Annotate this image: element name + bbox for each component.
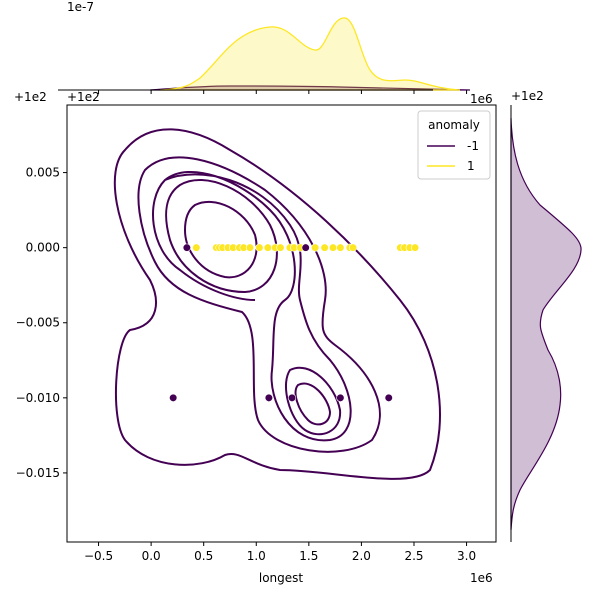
x-tick-label: 3.0 — [457, 549, 476, 563]
point-anomaly--1 — [182, 243, 191, 252]
right-offset-label: +1e2 — [511, 89, 544, 103]
x-tick-label: 1.0 — [247, 549, 266, 563]
point-anomaly--1 — [169, 393, 178, 402]
main-axes: −0.5 0.0 0.5 1.0 1.5 2.0 2.5 3.0 0.005 0.000 −0.0… — [14, 90, 497, 585]
contour-level-5 — [183, 200, 258, 279]
point-anomaly-1 — [328, 243, 338, 252]
point-anomaly--1 — [264, 393, 273, 402]
point-anomaly-1 — [263, 243, 272, 252]
x-tick-label: 0.0 — [142, 549, 161, 563]
top-kde-anomaly1 — [159, 17, 461, 91]
top-marginal: 1e-7 +1e2 1e6 — [58, 0, 493, 106]
contour-level-3 — [152, 171, 352, 442]
x-tick-label: 2.5 — [404, 549, 423, 563]
point-anomaly--1 — [336, 393, 345, 402]
contour-level-4b — [285, 366, 342, 436]
contour-level-1 — [113, 128, 441, 480]
contour-level-2 — [137, 156, 381, 453]
point-anomaly-1 — [320, 243, 329, 252]
top-right-offset-label: 1e6 — [470, 92, 493, 106]
y-tick-label: −0.015 — [16, 466, 60, 480]
legend-entry-neg1: -1 — [467, 139, 479, 153]
top-kde-anomaly-1 — [149, 85, 471, 91]
x-axis-label: longest — [259, 571, 304, 585]
contour-level-5b — [294, 382, 332, 426]
point-anomaly--1 — [301, 243, 310, 252]
right-kde-anomaly-1 — [510, 117, 582, 531]
y-tick-label: 0.000 — [26, 241, 60, 255]
y-offset-label: +1e2 — [14, 90, 47, 104]
kde-contours — [113, 128, 441, 480]
point-anomaly-1 — [245, 243, 255, 252]
point-anomaly-1 — [276, 243, 285, 252]
top-multiplier-label: 1e-7 — [67, 0, 94, 14]
point-anomaly-1 — [192, 243, 201, 252]
legend-entry-1: 1 — [467, 159, 475, 173]
x-tick-label: 1.5 — [299, 549, 318, 563]
y-tick-label: −0.005 — [16, 316, 60, 330]
x-offset-label: 1e6 — [470, 571, 493, 585]
point-anomaly-1 — [348, 243, 358, 252]
right-marginal: +1e2 — [510, 89, 582, 542]
point-anomaly--1 — [384, 393, 393, 402]
y-tick-label: −0.010 — [16, 391, 60, 405]
point-anomaly-1 — [410, 243, 420, 252]
legend-title: anomaly — [428, 118, 480, 132]
point-anomaly-1 — [255, 243, 264, 252]
x-tick-label: 2.0 — [352, 549, 371, 563]
top-x-offset-label: +1e2 — [67, 90, 100, 104]
point-anomaly-1 — [336, 243, 345, 252]
point-anomaly--1 — [287, 393, 297, 402]
x-tick-label: 0.5 — [194, 549, 213, 563]
legend: anomaly -1 1 — [417, 110, 491, 180]
y-tick-label: 0.005 — [26, 166, 60, 180]
contour-level-4 — [165, 179, 278, 294]
x-tick-label: −0.5 — [84, 549, 113, 563]
point-anomaly-1 — [311, 243, 320, 252]
